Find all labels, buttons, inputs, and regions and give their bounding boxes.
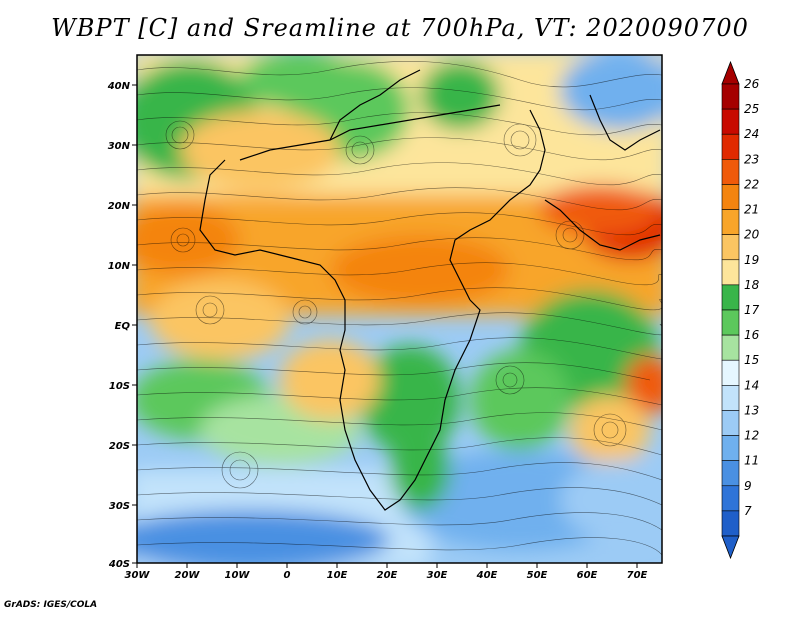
colorbar-swatch	[721, 510, 740, 537]
lon-label: 30W	[125, 570, 151, 581]
colorbar-swatch	[721, 410, 740, 436]
lon-label: 20W	[175, 570, 201, 581]
colorbar-swatch	[721, 359, 740, 386]
colorbar-label: 19	[744, 253, 759, 267]
lat-label: 10S	[109, 381, 130, 392]
colorbar-label: 14	[744, 378, 759, 392]
colorbar-swatch	[721, 435, 740, 461]
colorbar-swatch	[721, 460, 740, 487]
colorbar-bottom-arrow	[721, 535, 740, 560]
colorbar: 26 25 24 23 22 21 20 19 18 17 16 15 14 13 12 11 9 7	[721, 60, 760, 560]
colorbar-label: 18	[744, 278, 760, 292]
colorbar-label: 26	[744, 77, 760, 91]
lon-label: 20E	[377, 570, 398, 581]
lat-label: 30N	[108, 141, 131, 152]
colorbar-label: 23	[744, 152, 759, 166]
lat-ticks	[132, 84, 137, 564]
colorbar-swatch	[721, 309, 740, 336]
colorbar-swatch	[721, 133, 740, 160]
colorbar-swatch	[721, 259, 740, 286]
colorbar-swatch	[721, 83, 740, 110]
colorbar-label: 16	[744, 328, 760, 342]
colorbar-label: 25	[744, 102, 759, 116]
map-frame	[136, 54, 663, 564]
lon-label: 70E	[627, 570, 648, 581]
colorbar-swatch	[721, 209, 740, 235]
lon-label: 40E	[476, 570, 498, 581]
colorbar-label: 9	[744, 479, 752, 493]
footer-credit: GrADS: IGES/COLA	[4, 600, 98, 610]
lon-ticks	[136, 563, 638, 568]
lon-label: 50E	[527, 570, 548, 581]
colorbar-swatch	[721, 284, 740, 311]
colorbar-label: 12	[744, 429, 759, 443]
lon-label: 10W	[225, 570, 251, 581]
streamlines	[137, 61, 662, 556]
colorbar-label: 20	[744, 228, 760, 242]
colorbar-label: 11	[744, 454, 759, 468]
lat-label: EQ	[115, 321, 131, 332]
lat-label: 40S	[108, 559, 130, 570]
lat-label: 10N	[108, 261, 131, 272]
coastlines	[199, 69, 661, 511]
lon-label: 30E	[427, 570, 448, 581]
lon-label: 60E	[577, 570, 598, 581]
colorbar-swatch	[721, 334, 740, 361]
lat-label: 30S	[109, 501, 130, 512]
map-title: WBPT [C] and Sreamline at 700hPa, VT: 20…	[51, 14, 749, 42]
colorbar-label: 13	[744, 403, 759, 417]
colorbar-label: 7	[744, 504, 752, 518]
colorbar-swatch	[721, 234, 740, 261]
lon-label: 0	[284, 570, 291, 581]
colorbar-swatch	[721, 108, 740, 135]
colorbar-label: 15	[744, 353, 759, 367]
colorbar-swatch	[721, 485, 740, 512]
wbpt-field	[137, 55, 662, 563]
colorbar-label: 17	[744, 303, 760, 317]
colorbar-label: 22	[744, 177, 759, 191]
lat-label: 20S	[109, 441, 130, 452]
lat-label: 40N	[107, 81, 131, 92]
colorbar-swatch	[721, 385, 740, 411]
colorbar-label: 24	[744, 127, 759, 141]
lat-label: 20N	[108, 201, 131, 212]
lon-label: 10E	[327, 570, 348, 581]
colorbar-swatch	[721, 184, 740, 210]
lon-labels: 30W 20W 10W 0 10E 20E 30E 40E 50E 60E 70…	[125, 570, 648, 581]
colorbar-top-arrow	[721, 60, 740, 85]
colorbar-label: 21	[744, 203, 759, 217]
colorbar-swatch	[721, 159, 740, 185]
lat-labels: 40N 30N 20N 10N EQ 10S 20S 30S 40S	[107, 81, 131, 570]
